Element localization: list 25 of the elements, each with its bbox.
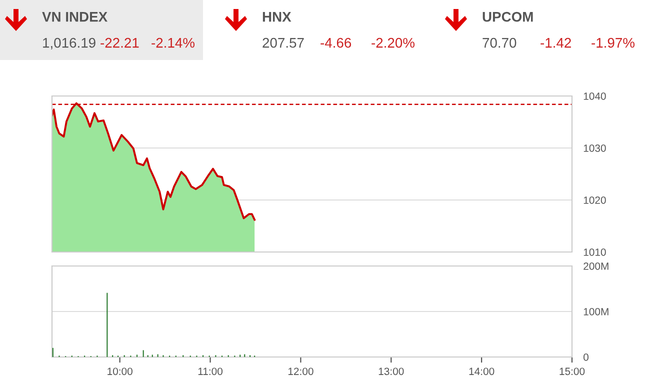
text: -2.14% xyxy=(152,38,195,48)
text: -1.97% xyxy=(592,38,635,48)
text: -1.42 xyxy=(540,38,571,48)
y-tick-label: 1040 xyxy=(584,92,606,100)
y-tick-label: 1010 xyxy=(584,248,606,256)
x-tick-label: 10:00 xyxy=(108,368,132,376)
x-tick-label: 12:00 xyxy=(288,368,314,376)
x-tick-label: 11:00 xyxy=(198,368,223,376)
x-tick-label: 14:00 xyxy=(469,368,494,376)
text: 207.57 xyxy=(262,38,304,48)
y-tick-label: 1030 xyxy=(584,144,606,152)
text: -4.66 xyxy=(320,38,352,48)
text: -22.21 xyxy=(100,38,139,48)
text: 70.70 xyxy=(482,38,516,48)
text: 1,016.19 xyxy=(43,38,96,50)
text: -2.20% xyxy=(372,38,415,48)
y-tick-label: 0 xyxy=(584,354,588,361)
y-tick-label: 200M xyxy=(584,262,608,270)
x-tick-label: 15:00 xyxy=(560,368,585,376)
text: UPCOM xyxy=(482,12,533,22)
x-tick-label: 13:00 xyxy=(378,368,404,376)
text: VN INDEX xyxy=(42,12,108,22)
text: HNX xyxy=(262,12,292,22)
y-tick-label: 1020 xyxy=(584,196,606,204)
y-tick-label: 100M xyxy=(584,308,608,316)
